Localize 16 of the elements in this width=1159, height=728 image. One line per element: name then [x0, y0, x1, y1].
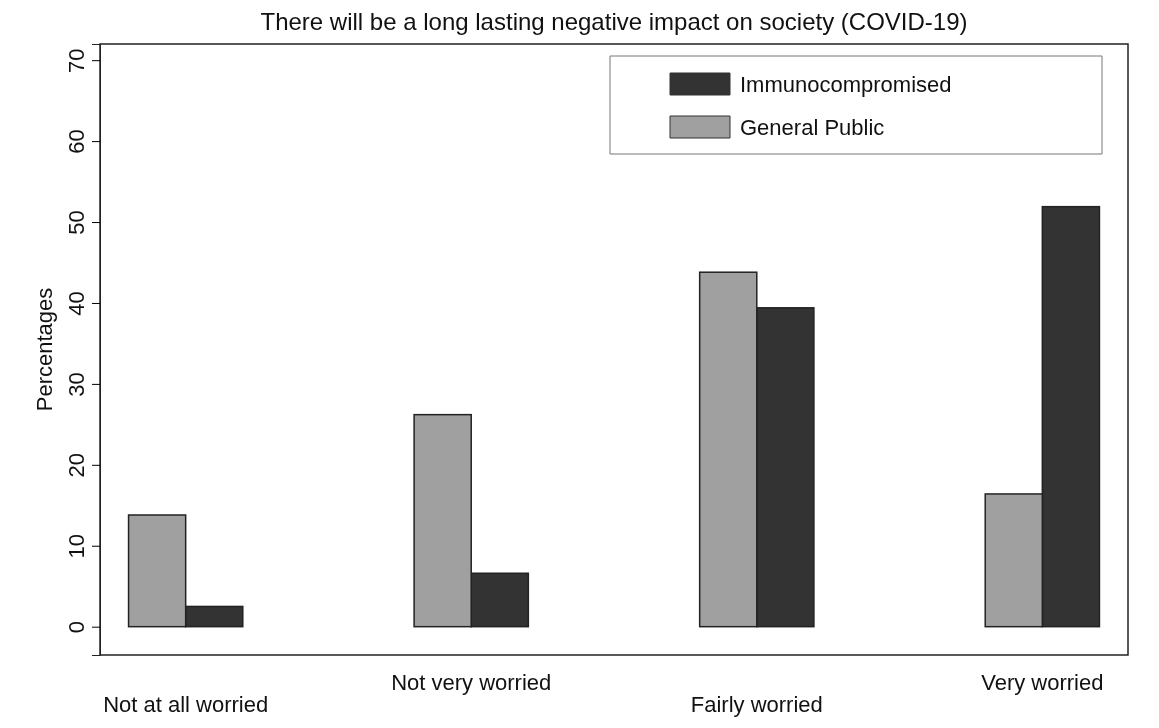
chart-title: There will be a long lasting negative impact on society (COVID-19) — [260, 8, 968, 35]
legend-label: Immunocompromised — [740, 72, 952, 97]
x-tick-label: Very worried — [981, 670, 1104, 695]
x-tick-label: Not very worried — [391, 670, 552, 695]
x-tick-label: Not at all worried — [103, 692, 269, 717]
y-tick-label: 0 — [63, 621, 89, 634]
y-tick-label: 60 — [63, 129, 89, 154]
y-tick-label: 10 — [63, 534, 89, 559]
y-tick-label: 70 — [63, 48, 89, 73]
y-tick-label: 40 — [63, 291, 89, 316]
y-tick-label: 20 — [63, 453, 89, 478]
legend-label: General Public — [740, 115, 885, 140]
y-axis-title: Percentages — [32, 287, 57, 412]
x-tick-label: Fairly worried — [690, 692, 823, 717]
y-tick-label: 50 — [63, 210, 89, 235]
y-tick-label: 30 — [63, 372, 89, 397]
